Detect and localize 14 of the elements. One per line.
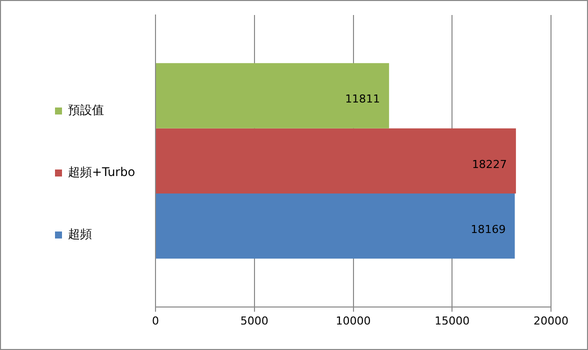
x-tick-label: 0 (152, 314, 159, 328)
bar (156, 63, 390, 128)
x-tick-label: 5000 (240, 314, 268, 328)
bar (156, 193, 515, 259)
legend-label: 預設值 (68, 103, 104, 118)
data-label: 18227 (472, 158, 507, 171)
data-label: 18169 (470, 222, 506, 236)
bar (156, 128, 516, 194)
legend-label: 超頻 (68, 227, 92, 242)
x-tick-label: 20000 (534, 314, 568, 328)
x-tick-label: 15000 (434, 314, 470, 328)
legend-label: 超頻+Turbo (68, 165, 136, 180)
x-tick-label: 10000 (336, 314, 371, 328)
data-label: 11811 (345, 92, 380, 106)
